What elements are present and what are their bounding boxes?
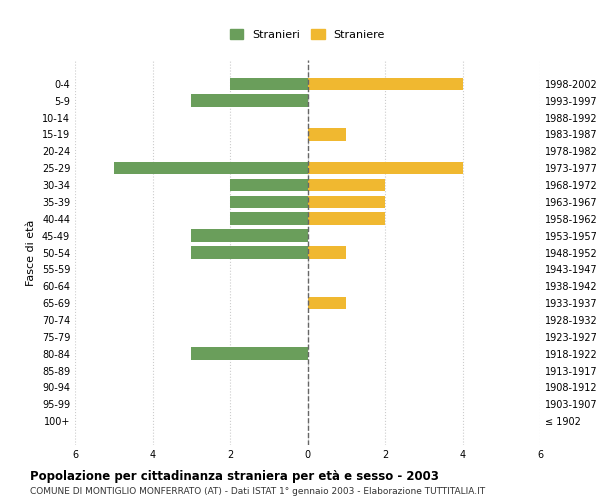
Bar bbox=[230, 212, 308, 225]
Bar bbox=[191, 94, 308, 107]
Bar bbox=[230, 196, 308, 208]
Bar bbox=[308, 178, 385, 192]
Bar bbox=[191, 348, 308, 360]
Text: COMUNE DI MONTIGLIO MONFERRATO (AT) - Dati ISTAT 1° gennaio 2003 - Elaborazione : COMUNE DI MONTIGLIO MONFERRATO (AT) - Da… bbox=[30, 488, 485, 496]
Bar bbox=[308, 128, 346, 141]
Bar bbox=[308, 246, 346, 259]
Bar bbox=[308, 162, 463, 174]
Bar bbox=[308, 212, 385, 225]
Bar bbox=[230, 178, 308, 192]
Y-axis label: Fasce di età: Fasce di età bbox=[26, 220, 36, 286]
Bar bbox=[308, 78, 463, 90]
Bar bbox=[230, 78, 308, 90]
Bar bbox=[191, 230, 308, 242]
Bar bbox=[114, 162, 308, 174]
Bar bbox=[308, 297, 346, 310]
Bar bbox=[191, 246, 308, 259]
Legend: Stranieri, Straniere: Stranieri, Straniere bbox=[224, 23, 391, 45]
Text: Popolazione per cittadinanza straniera per età e sesso - 2003: Popolazione per cittadinanza straniera p… bbox=[30, 470, 439, 483]
Bar bbox=[308, 196, 385, 208]
